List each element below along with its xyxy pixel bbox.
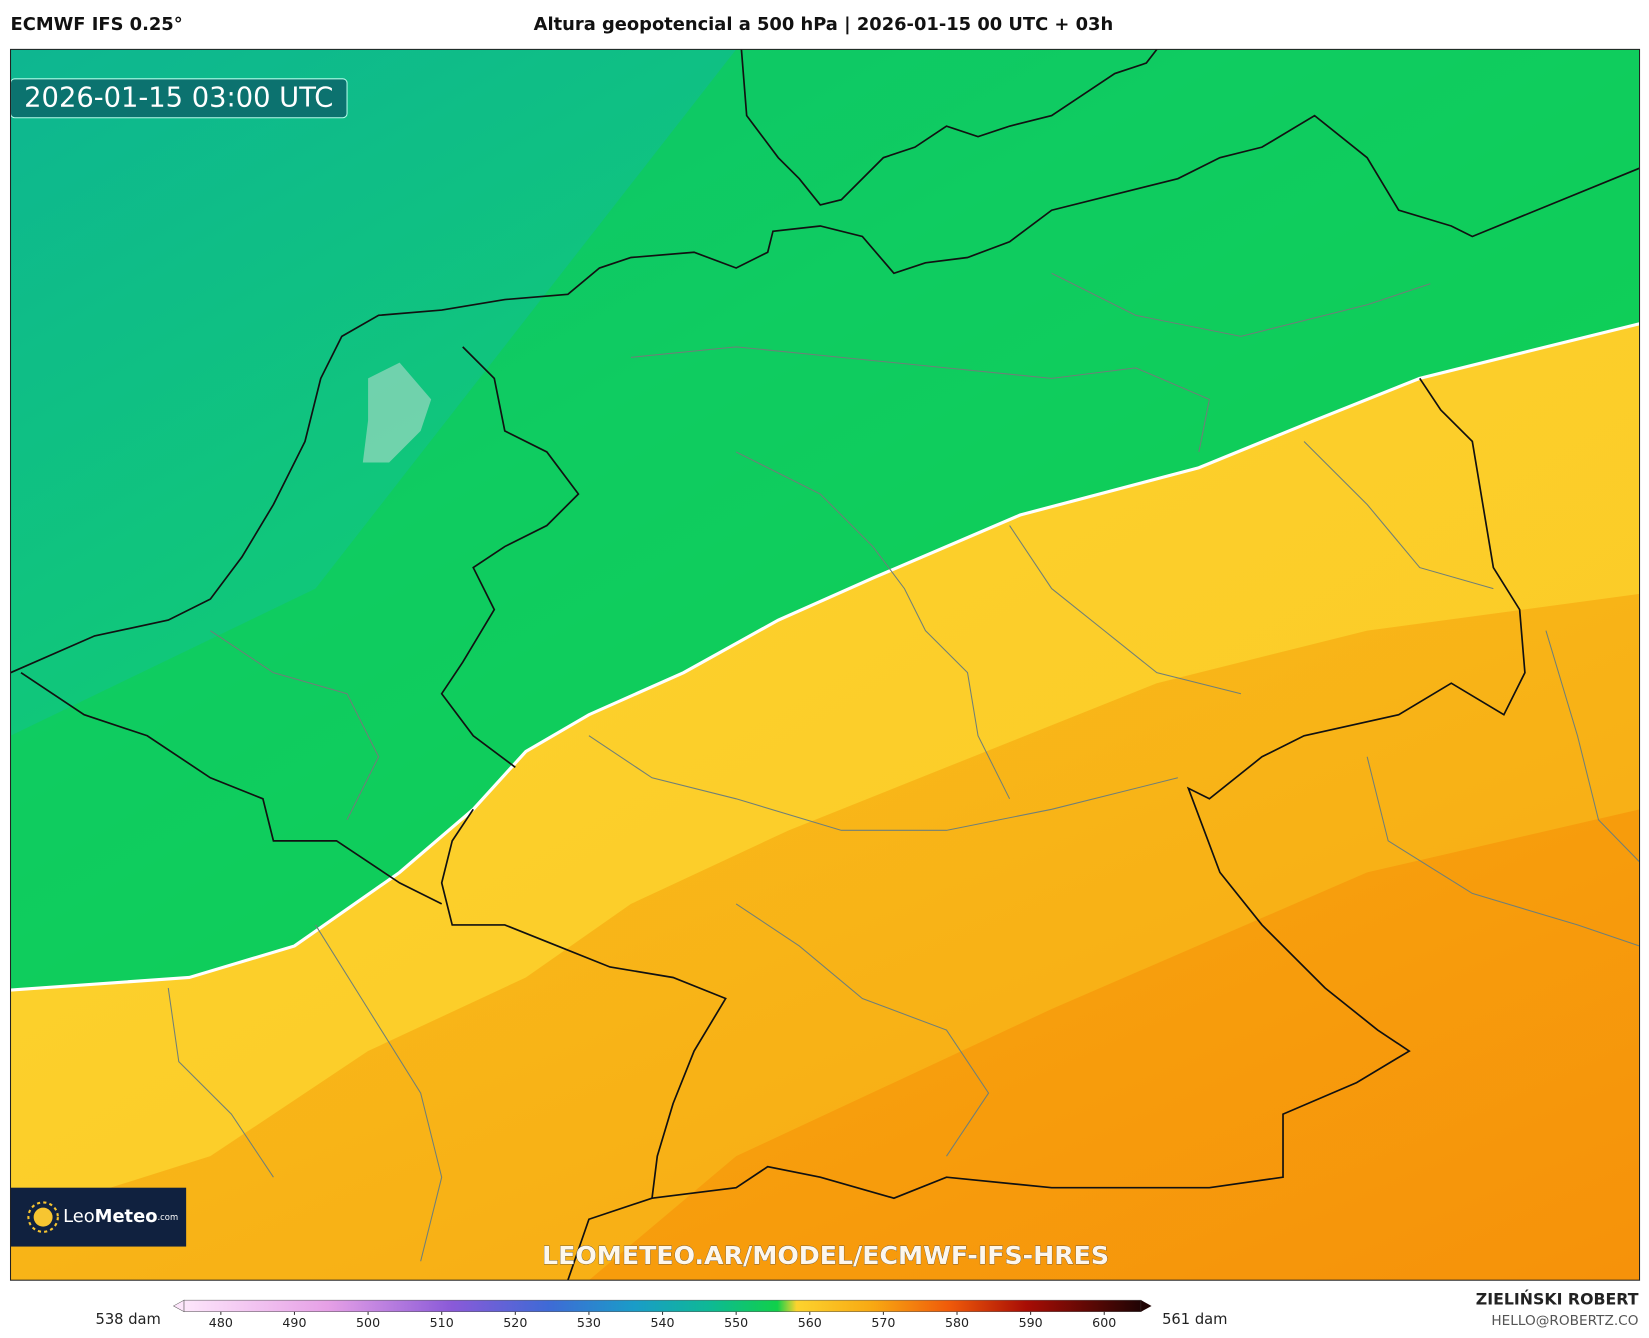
colorbar-tick-label: 600 [1092, 1315, 1116, 1330]
colorbar-tick-label: 480 [209, 1315, 233, 1330]
map-title: Altura geopotencial a 500 hPa | 2026-01-… [534, 14, 1114, 35]
logo-brand-bold: Meteo [95, 1206, 158, 1227]
map: 2026-01-15 03:00 UTC LeoMeteo.com LEOMET… [10, 49, 1640, 1281]
colorbar-tick-label: 570 [871, 1315, 895, 1330]
logo-suffix: .com [158, 1212, 179, 1222]
model-name: ECMWF IFS 0.25° [11, 14, 183, 35]
valid-time: 2026-01-15 03:00 UTC [24, 82, 333, 113]
border [567, 377, 1526, 1281]
colorbar-bar [183, 1299, 1142, 1312]
border [20, 671, 443, 905]
field-565 [588, 809, 1640, 1281]
logo-sun [33, 1207, 53, 1227]
colorbar-tick-label: 510 [430, 1315, 454, 1330]
colorbar-tick-label: 540 [651, 1315, 675, 1330]
colorbar-tick-label: 530 [577, 1315, 601, 1330]
colorbar-max-label: 561 dam [1162, 1311, 1227, 1328]
colorbar-extend-high [1141, 1300, 1152, 1312]
coastline [10, 114, 1640, 674]
lake [362, 362, 432, 463]
map-frame [9, 48, 1641, 1281]
watermark: LEOMETEO.AR/MODEL/ECMWF-IFS-HRES [542, 1241, 1109, 1270]
field-550 [10, 49, 1640, 991]
colorbar-tick-label: 550 [724, 1315, 748, 1330]
logo-brand: Leo [63, 1206, 95, 1227]
logo-text: LeoMeteo.com [63, 1206, 178, 1227]
colorbar-extend-low [172, 1299, 185, 1313]
colorbar-tick-label: 490 [282, 1315, 306, 1330]
border [440, 808, 727, 1199]
colorbar: 538 dam 561 dam 480 490 500 510 520 530 540 550… [95, 1299, 1228, 1330]
border [440, 346, 580, 768]
coastline [740, 49, 1158, 206]
colorbar-min-label: 538 dam [95, 1311, 160, 1328]
contour-line [10, 322, 1640, 992]
logo-rays [27, 1201, 59, 1233]
colorbar-tick-label: 560 [798, 1315, 822, 1330]
contact: HELLO@ROBERTZ.CO [1491, 1313, 1638, 1329]
time-box [10, 78, 348, 119]
colorbar-tick-label: 500 [356, 1315, 380, 1330]
colorbar-tick-label: 520 [503, 1315, 527, 1330]
colorbar-tick-label: 580 [945, 1315, 969, 1330]
admin-border [167, 272, 1640, 1262]
author: ZIELIŃSKI ROBERT [1476, 1290, 1639, 1309]
colorbar-tick-label: 590 [1019, 1315, 1043, 1330]
